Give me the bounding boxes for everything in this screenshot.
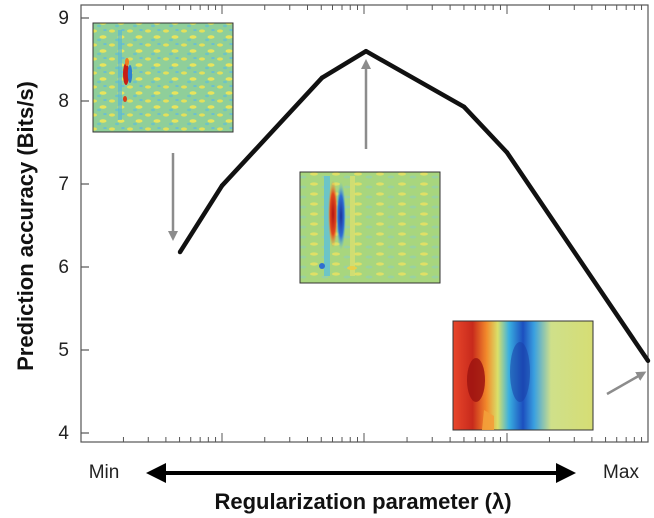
y-tick-label-5: 5 [58,340,69,361]
arrow-max-pointer [606,371,647,396]
x-max-label: Max [603,462,639,483]
y-tick-label-8: 8 [58,91,69,112]
inset-optimal-lambda [299,171,441,284]
x-axis-title: Regularization parameter (λ) [214,489,511,514]
y-tick-label-6: 6 [58,257,69,278]
data-point-6 [645,358,651,363]
inset-max-lambda [452,320,594,431]
data-point-1 [219,183,225,188]
data-point-0 [177,249,183,255]
y-tick-label-4: 4 [58,423,69,444]
y-tick-label-9: 9 [58,8,69,29]
x-axis-ticks [80,5,643,442]
y-axis-title: Prediction accuracy (Bits/s) [13,81,38,371]
x-min-label: Min [89,462,120,483]
y-axis-ticks: 4 5 6 7 8 9 [58,8,89,444]
data-point-3 [363,49,369,54]
data-point-4 [461,104,467,110]
y-tick-label-7: 7 [58,174,69,195]
data-point-5 [504,150,510,155]
inset-min-lambda [92,22,234,133]
data-point-2 [319,75,325,80]
